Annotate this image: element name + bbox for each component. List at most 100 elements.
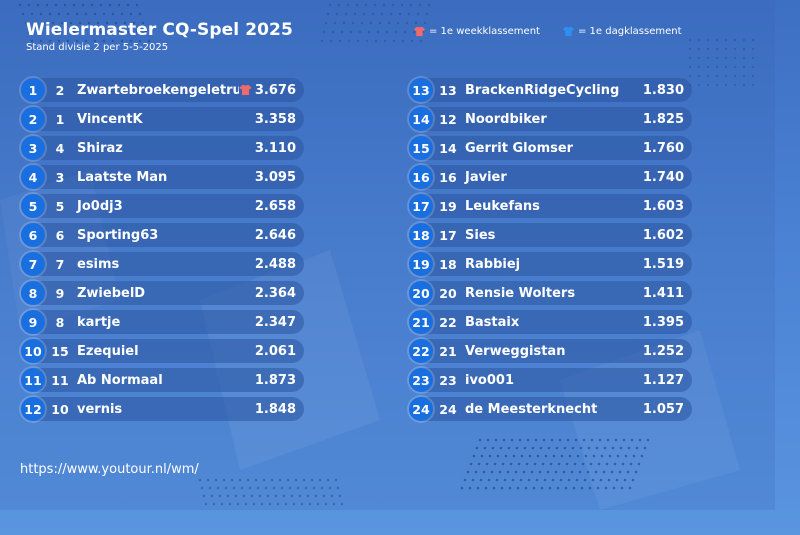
rank-badge: 6 xyxy=(21,223,45,247)
player-score: 1.602 xyxy=(642,227,684,243)
player-score: 3.676 xyxy=(254,82,296,98)
player-name: Sporting63 xyxy=(77,227,159,243)
standings-row: 14 12 Noordbiker 1.825 xyxy=(409,107,692,131)
previous-rank: 6 xyxy=(55,227,65,243)
blue-shirt-icon xyxy=(563,26,574,37)
previous-rank: 23 xyxy=(439,372,457,388)
rank-badge: 18 xyxy=(409,223,433,247)
previous-rank: 21 xyxy=(439,343,457,359)
previous-rank: 18 xyxy=(439,256,457,272)
standings-row: 2 1 VincentK 3.358 xyxy=(21,107,304,131)
rank-badge: 23 xyxy=(409,368,433,392)
previous-rank: 5 xyxy=(55,198,65,214)
standings-row: 10 15 Ezequiel 2.061 xyxy=(21,339,304,363)
player-score: 2.347 xyxy=(254,314,296,330)
rank-badge: 10 xyxy=(21,339,45,363)
standings-row: 21 22 Bastaix 1.395 xyxy=(409,310,692,334)
player-name: Laatste Man xyxy=(77,169,168,185)
player-score: 1.252 xyxy=(642,343,684,359)
previous-rank: 8 xyxy=(55,314,65,330)
player-name: de Meesterknecht xyxy=(465,401,598,417)
standings-row: 7 7 esims 2.488 xyxy=(21,252,304,276)
rank-badge: 1 xyxy=(21,78,45,102)
player-score: 1.127 xyxy=(642,372,684,388)
player-score: 2.061 xyxy=(254,343,296,359)
standings-row: 12 10 vernis 1.848 xyxy=(21,397,304,421)
player-score: 1.740 xyxy=(642,169,684,185)
standings-row: 8 9 ZwiebelD 2.364 xyxy=(21,281,304,305)
standings-row: 4 3 Laatste Man 3.095 xyxy=(21,165,304,189)
player-name: Bastaix xyxy=(465,314,520,330)
player-name: VincentK xyxy=(77,111,143,127)
player-name: ivo001 xyxy=(465,372,514,388)
legend-day-classification: = 1e dagklassement xyxy=(563,26,682,37)
player-score: 1.603 xyxy=(642,198,684,214)
rank-badge: 12 xyxy=(21,397,45,421)
player-score: 2.658 xyxy=(254,198,296,214)
player-score: 1.519 xyxy=(642,256,684,272)
standings-row: 17 19 Leukefans 1.603 xyxy=(409,194,692,218)
previous-rank: 9 xyxy=(55,285,65,301)
standings-row: 19 18 Rabbiej 1.519 xyxy=(409,252,692,276)
rank-badge: 3 xyxy=(21,136,45,160)
standings-row: 6 6 Sporting63 2.646 xyxy=(21,223,304,247)
player-score: 2.364 xyxy=(254,285,296,301)
page-title: Wielermaster CQ-Spel 2025 xyxy=(26,20,293,40)
rank-badge: 19 xyxy=(409,252,433,276)
rank-badge: 17 xyxy=(409,194,433,218)
player-name: esims xyxy=(77,256,120,272)
player-score: 1.848 xyxy=(254,401,296,417)
previous-rank: 15 xyxy=(51,343,69,359)
previous-rank: 17 xyxy=(439,227,457,243)
previous-rank: 22 xyxy=(439,314,457,330)
rank-badge: 7 xyxy=(21,252,45,276)
player-name: Ab Normaal xyxy=(77,372,163,388)
player-name: Rabbiej xyxy=(465,256,521,272)
previous-rank: 10 xyxy=(51,401,69,417)
rank-badge: 20 xyxy=(409,281,433,305)
standings-row: 9 8 kartje 2.347 xyxy=(21,310,304,334)
legend-day-label: = 1e dagklassement xyxy=(578,26,682,37)
previous-rank: 24 xyxy=(439,401,457,417)
previous-rank: 20 xyxy=(439,285,457,301)
player-score: 1.395 xyxy=(642,314,684,330)
red-shirt-icon xyxy=(239,85,252,95)
rank-badge: 8 xyxy=(21,281,45,305)
legend-week-label: = 1e weekklassement xyxy=(429,26,540,37)
standings-row: 1 2 Zwartebroekengeletrui 3.676 xyxy=(21,78,304,102)
previous-rank: 12 xyxy=(439,111,457,127)
previous-rank: 13 xyxy=(439,82,457,98)
red-shirt-icon xyxy=(414,26,425,37)
player-name: Rensie Wolters xyxy=(465,285,576,301)
standings-row: 23 23 ivo001 1.127 xyxy=(409,368,692,392)
player-name: BrackenRidgeCycling xyxy=(465,82,620,98)
player-name: Gerrit Glomser xyxy=(465,140,574,156)
previous-rank: 14 xyxy=(439,140,457,156)
player-name: Noordbiker xyxy=(465,111,547,127)
standings-row: 15 14 Gerrit Glomser 1.760 xyxy=(409,136,692,160)
standings-row: 18 17 Sies 1.602 xyxy=(409,223,692,247)
rank-badge: 13 xyxy=(409,78,433,102)
standings-row: 5 5 Jo0dj3 2.658 xyxy=(21,194,304,218)
standings-row: 20 20 Rensie Wolters 1.411 xyxy=(409,281,692,305)
rank-badge: 11 xyxy=(21,368,45,392)
player-name: Zwartebroekengeletrui xyxy=(77,82,239,98)
player-score: 1.830 xyxy=(642,82,684,98)
rank-badge: 16 xyxy=(409,165,433,189)
previous-rank: 19 xyxy=(439,198,457,214)
player-name: Leukefans xyxy=(465,198,540,214)
previous-rank: 7 xyxy=(55,256,65,272)
player-score: 1.760 xyxy=(642,140,684,156)
player-name: Shiraz xyxy=(77,140,123,156)
footer-url[interactable]: https://www.youtour.nl/wm/ xyxy=(20,462,199,477)
player-score: 2.488 xyxy=(254,256,296,272)
standings-row: 24 24 de Meesterknecht 1.057 xyxy=(409,397,692,421)
player-name: Ezequiel xyxy=(77,343,139,359)
player-score: 1.825 xyxy=(642,111,684,127)
player-name: vernis xyxy=(77,401,123,417)
decorative-dots-top xyxy=(18,3,755,506)
rank-badge: 4 xyxy=(21,165,45,189)
player-score: 1.411 xyxy=(642,285,684,301)
player-name: kartje xyxy=(77,314,121,330)
player-score: 3.110 xyxy=(254,140,296,156)
